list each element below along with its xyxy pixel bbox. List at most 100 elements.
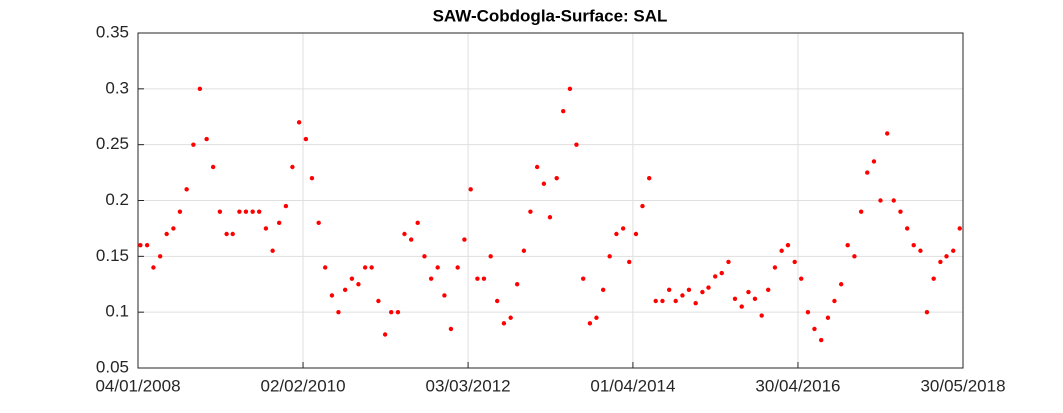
point (243, 209, 249, 214)
point (250, 209, 255, 214)
point (395, 309, 401, 315)
point (805, 309, 811, 315)
point (904, 226, 910, 231)
point (627, 259, 632, 265)
point (177, 209, 183, 214)
point (191, 142, 196, 147)
point (422, 254, 427, 259)
point (587, 321, 593, 326)
point (428, 276, 434, 281)
point (580, 276, 586, 281)
y-tick-label: 0.3 (105, 78, 129, 97)
point (435, 265, 440, 270)
point (415, 220, 420, 226)
point (349, 276, 355, 281)
point (494, 298, 500, 304)
point (561, 108, 566, 114)
y-tick-label: 0.35 (96, 22, 129, 41)
point (144, 242, 150, 248)
point (666, 287, 672, 293)
point (600, 287, 606, 293)
point (898, 209, 903, 214)
point (554, 175, 559, 181)
point (673, 298, 678, 304)
point (217, 209, 223, 214)
y-tick-label: 0.1 (105, 302, 129, 321)
point (653, 298, 658, 304)
point (303, 136, 309, 142)
point (455, 265, 460, 270)
point (204, 136, 209, 142)
x-tick-label: 30/05/2018 (920, 376, 1005, 395)
point (342, 287, 348, 293)
point (845, 242, 850, 248)
point (938, 259, 943, 265)
point (726, 259, 731, 265)
x-tick-label: 04/01/2008 (95, 376, 180, 395)
point (376, 298, 381, 304)
point (607, 254, 612, 259)
point (766, 287, 771, 293)
point (918, 248, 923, 253)
point (508, 315, 513, 320)
point (362, 265, 368, 270)
point (633, 231, 639, 237)
point (309, 175, 315, 181)
point (322, 265, 328, 270)
point (799, 276, 804, 281)
point (911, 242, 916, 248)
x-tick-label: 30/04/2016 (755, 376, 840, 395)
point (224, 231, 229, 237)
point (871, 159, 877, 164)
point (475, 276, 480, 281)
point (792, 259, 797, 265)
point (316, 220, 321, 226)
point (680, 293, 685, 298)
point (237, 209, 242, 214)
point (283, 203, 289, 209)
point (534, 164, 540, 170)
point (825, 315, 831, 320)
point (481, 276, 487, 281)
point (957, 226, 962, 231)
x-tick-label: 01/04/2014 (590, 376, 675, 395)
point (713, 274, 718, 279)
point (818, 337, 824, 343)
point (706, 285, 711, 290)
point (752, 296, 758, 301)
point (329, 293, 335, 298)
point (521, 248, 527, 253)
point (290, 164, 295, 170)
point (230, 231, 235, 237)
point (700, 289, 705, 295)
point (759, 313, 764, 318)
point (719, 270, 724, 276)
point (369, 265, 374, 270)
point (779, 248, 784, 253)
point (138, 242, 143, 248)
y-tick-label: 0.15 (96, 246, 129, 265)
point (263, 226, 269, 231)
point (389, 309, 394, 315)
point (514, 282, 520, 287)
point (647, 175, 652, 181)
point (462, 237, 467, 242)
point (488, 254, 493, 259)
y-tick-label: 0.25 (96, 134, 129, 153)
point (878, 198, 883, 203)
point (256, 209, 262, 214)
point (746, 289, 751, 295)
x-tick-label: 02/02/2010 (260, 376, 345, 395)
point (865, 170, 870, 175)
point (614, 231, 619, 237)
point (184, 187, 189, 192)
point (336, 309, 341, 315)
point (852, 254, 857, 259)
point (157, 254, 163, 259)
point (528, 209, 533, 214)
point (931, 276, 936, 281)
point (660, 298, 665, 304)
point (812, 326, 817, 332)
point (547, 215, 553, 220)
point (296, 120, 302, 125)
